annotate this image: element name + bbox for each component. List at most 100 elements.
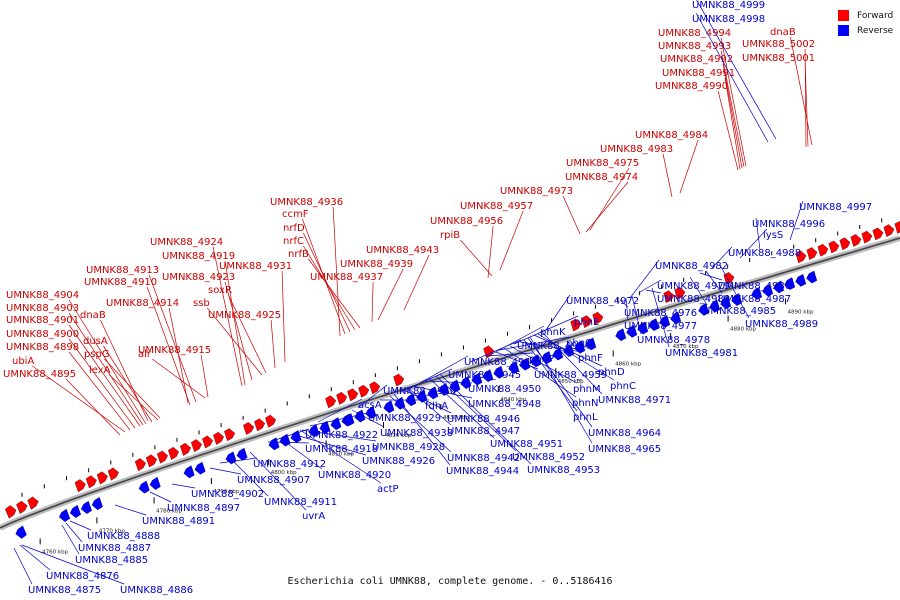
reverse-gene-label: UMNK88_4998 [692,14,765,25]
forward-gene-label: ccmF [282,209,309,220]
reverse-gene-label: UMNK88_4997 [799,202,872,213]
forward-gene-arrow [85,475,97,489]
scale-tick-label: 4830 kbp [443,415,469,421]
forward-gene-label: lexA [89,365,111,376]
forward-gene-arrow [74,479,86,493]
scale-tick-label: 4890 kbp [788,309,814,315]
forward-gene-label: UMNK88_4914 [106,298,179,309]
scale-tick-label: 4760 kbp [42,549,68,555]
forward-leader-line [224,260,246,386]
reverse-leader-line [541,331,603,395]
forward-gene-label: UMNK88_5001 [742,53,815,64]
forward-gene-arrow [16,500,28,515]
forward-gene-label: UMNK88_4903 [6,303,79,314]
reverse-gene-arrow [519,357,531,371]
forward-gene-label: UMNK88_4898 [6,342,79,353]
reverse-leader-line [291,433,367,456]
forward-leader-line [499,210,524,271]
scale-tick-label: 4860 kbp [615,362,641,368]
forward-gene-label: ubiA [12,356,34,367]
reverse-gene-label: UMNK88_4940 [383,386,456,397]
forward-gene-arrow [795,250,807,264]
forward-leader-line [212,246,243,387]
backbone [0,237,900,529]
reverse-leader-line [533,334,603,367]
forward-gene-label: UMNK88_4937 [310,272,383,283]
reverse-leader-line [519,341,583,353]
reverse-gene-label: UMNK88_4907 [237,475,310,486]
reverse-gene-label: phnG [566,338,593,349]
reverse-gene-label: UMNK88_4942 [447,453,520,464]
forward-leader-line [200,354,209,398]
reverse-gene-arrow [59,508,71,522]
forward-gene-arrow [191,439,202,453]
forward-gene-label: nrfC [283,236,304,247]
forward-gene-arrow [850,234,862,247]
reverse-leader-line [789,200,804,241]
forward-gene-arrow [358,384,370,398]
reverse-leader-line [527,337,593,428]
scale-tick-label: 4800 kbp [271,470,297,476]
forward-leader-line [146,286,191,406]
reverse-gene-arrow [493,365,505,379]
reverse-leader-line [249,451,307,511]
reverse-gene-label: phnM [573,384,601,395]
forward-gene-label: UMNK88_4919 [162,251,235,262]
reverse-gene-arrow [80,500,92,514]
reverse-gene-label: UMNK88_4918 [305,444,378,455]
forward-label: Forward [857,10,894,21]
reverse-gene-label: UMNK88_4876 [46,571,119,582]
forward-gene-label: UMNK88_4915 [138,345,211,356]
reverse-gene-label: UMNK88_4911 [264,497,337,508]
reverse-gene-arrow [449,379,461,393]
reverse-gene-label: UMNK88_4959 [534,370,607,381]
reverse-leader-line [357,384,388,409]
reverse-gene-label: UMNK88_4929 [368,413,441,424]
reverse-gene-arrow [319,420,331,434]
reverse-gene-label: UMNK88_4886 [120,585,193,596]
reverse-leader-line [696,0,777,140]
reverse-gene-arrow [720,296,732,310]
forward-gene-arrow [254,418,266,432]
forward-leader-line [168,307,189,404]
forward-gene-label: UMNK88_4991 [662,68,735,79]
reverse-gene-label: UMNK88_4972 [566,296,639,307]
forward-leader-line [403,254,430,311]
forward-gene-label: soxR [208,285,232,296]
forward-gene-arrow [663,290,675,304]
scale-tick-label: 4820 kbp [385,433,411,439]
reverse-gene-arrow [194,461,206,475]
reverse-gene-label: UMNK88_4944 [446,466,519,477]
reverse-gene-label: UMNK88_4947 [447,426,520,437]
legend: Forward Reverse [838,8,893,38]
reverse-leader-line [509,345,578,384]
forward-gene-arrow [224,428,236,442]
reverse-leader-line [69,520,92,531]
forward-gene-label: rpiB [440,230,460,241]
scale-tick-label: 4810 kbp [328,451,354,457]
reverse-leader-line [469,339,522,363]
reverse-leader-line [529,336,593,444]
forward-gene-arrow [27,496,39,510]
reverse-gene-label: UMNK88_4953 [527,465,600,476]
reverse-leader-line [695,12,769,143]
reverse-gene-arrow [69,504,81,518]
forward-leader-line [308,258,361,329]
reverse-leader-line [755,217,761,251]
forward-gene-label: UMNK88_4901 [6,315,79,326]
forward-leader-line [720,37,747,167]
forward-gene-label: UMNK88_5002 [742,39,815,50]
reverse-gene-label: UMNK88_4928 [372,442,445,453]
forward-leader-line [303,232,351,333]
reverse-leader-line [689,276,708,306]
reverse-leader-line [429,378,495,439]
forward-leader-line [722,63,743,169]
forward-gene-arrow [243,422,255,435]
reverse-gene-label: UMNK88_4999 [692,0,765,11]
reverse-leader-line [389,395,452,453]
reverse-gene-arrow [482,369,494,383]
reverse-leader-line [491,325,545,355]
reverse-gene-label: UMNK88_4885 [75,555,148,566]
forward-swatch [838,10,849,21]
reverse-gene-label: uvrA [302,511,325,522]
